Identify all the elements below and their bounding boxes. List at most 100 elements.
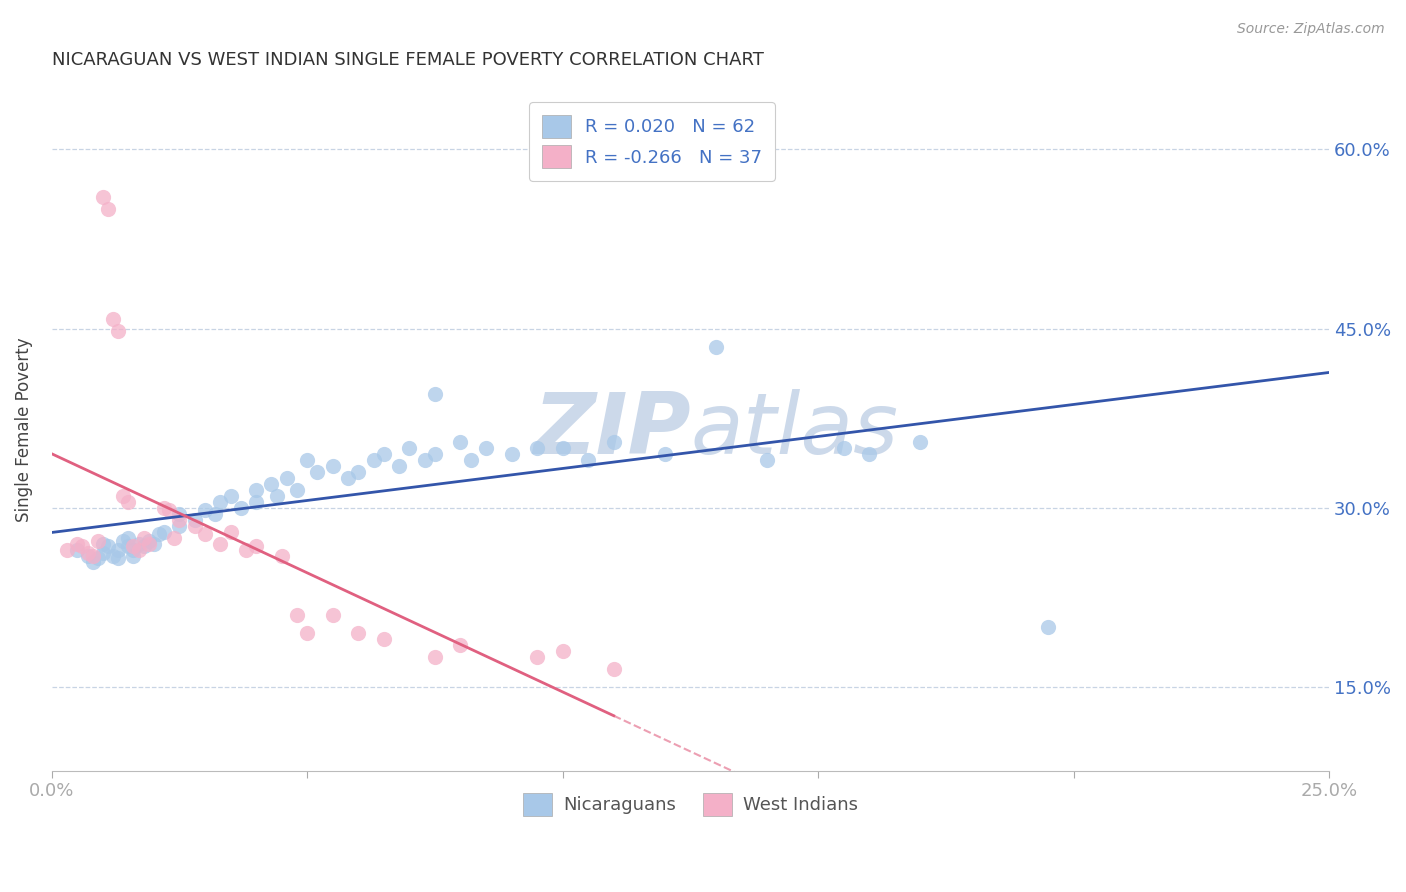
Point — [337, 471, 360, 485]
Point — [184, 518, 207, 533]
Point — [322, 608, 344, 623]
Point — [266, 489, 288, 503]
Point — [910, 435, 932, 450]
Point — [117, 539, 139, 553]
Point — [87, 534, 110, 549]
Point — [122, 542, 145, 557]
Point — [169, 518, 191, 533]
Point — [704, 340, 727, 354]
Point — [413, 453, 436, 467]
Point — [117, 495, 139, 509]
Point — [194, 503, 217, 517]
Point — [122, 539, 145, 553]
Point — [260, 477, 283, 491]
Y-axis label: Single Female Poverty: Single Female Poverty — [15, 338, 32, 523]
Point — [87, 551, 110, 566]
Point — [501, 447, 523, 461]
Point — [423, 650, 446, 665]
Point — [153, 500, 176, 515]
Point — [101, 549, 124, 563]
Point — [107, 551, 129, 566]
Point — [603, 662, 626, 676]
Point — [128, 537, 150, 551]
Point — [450, 638, 472, 652]
Text: Source: ZipAtlas.com: Source: ZipAtlas.com — [1237, 22, 1385, 37]
Point — [138, 534, 160, 549]
Point — [66, 542, 89, 557]
Point — [122, 549, 145, 563]
Point — [526, 650, 548, 665]
Point — [138, 537, 160, 551]
Point — [603, 435, 626, 450]
Point — [423, 447, 446, 461]
Legend: Nicaraguans, West Indians: Nicaraguans, West Indians — [516, 785, 865, 823]
Point — [229, 500, 252, 515]
Point — [450, 435, 472, 450]
Point — [295, 453, 318, 467]
Point — [654, 447, 676, 461]
Point — [551, 441, 574, 455]
Point — [307, 465, 329, 479]
Point — [832, 441, 855, 455]
Point — [347, 626, 370, 640]
Point — [91, 537, 114, 551]
Point — [72, 539, 94, 553]
Point — [91, 546, 114, 560]
Point — [107, 324, 129, 338]
Point — [107, 542, 129, 557]
Point — [97, 202, 120, 216]
Point — [285, 608, 308, 623]
Point — [128, 542, 150, 557]
Text: ZIP: ZIP — [533, 389, 690, 472]
Point — [245, 539, 267, 553]
Point — [388, 458, 411, 473]
Point — [347, 465, 370, 479]
Point — [82, 549, 104, 563]
Point — [169, 507, 191, 521]
Point — [194, 527, 217, 541]
Point — [112, 534, 135, 549]
Point — [475, 441, 498, 455]
Point — [373, 632, 395, 647]
Point — [76, 549, 98, 563]
Point — [460, 453, 482, 467]
Point — [76, 546, 98, 560]
Point — [66, 537, 89, 551]
Point — [398, 441, 420, 455]
Point — [204, 507, 226, 521]
Point — [756, 453, 779, 467]
Point — [209, 495, 232, 509]
Point — [117, 531, 139, 545]
Point — [363, 453, 385, 467]
Point — [235, 542, 257, 557]
Point — [276, 471, 298, 485]
Point — [169, 513, 191, 527]
Point — [576, 453, 599, 467]
Point — [858, 447, 880, 461]
Text: NICARAGUAN VS WEST INDIAN SINGLE FEMALE POVERTY CORRELATION CHART: NICARAGUAN VS WEST INDIAN SINGLE FEMALE … — [52, 51, 763, 69]
Point — [112, 489, 135, 503]
Point — [219, 524, 242, 539]
Point — [1036, 620, 1059, 634]
Point — [423, 387, 446, 401]
Point — [270, 549, 292, 563]
Point — [56, 542, 79, 557]
Point — [157, 503, 180, 517]
Point — [142, 537, 165, 551]
Point — [219, 489, 242, 503]
Point — [153, 524, 176, 539]
Point — [101, 312, 124, 326]
Point — [184, 513, 207, 527]
Point — [97, 539, 120, 553]
Point — [148, 527, 170, 541]
Point — [526, 441, 548, 455]
Point — [91, 190, 114, 204]
Point — [245, 483, 267, 497]
Text: atlas: atlas — [690, 389, 898, 472]
Point — [245, 495, 267, 509]
Point — [163, 531, 186, 545]
Point — [285, 483, 308, 497]
Point — [82, 555, 104, 569]
Point — [551, 644, 574, 658]
Point — [373, 447, 395, 461]
